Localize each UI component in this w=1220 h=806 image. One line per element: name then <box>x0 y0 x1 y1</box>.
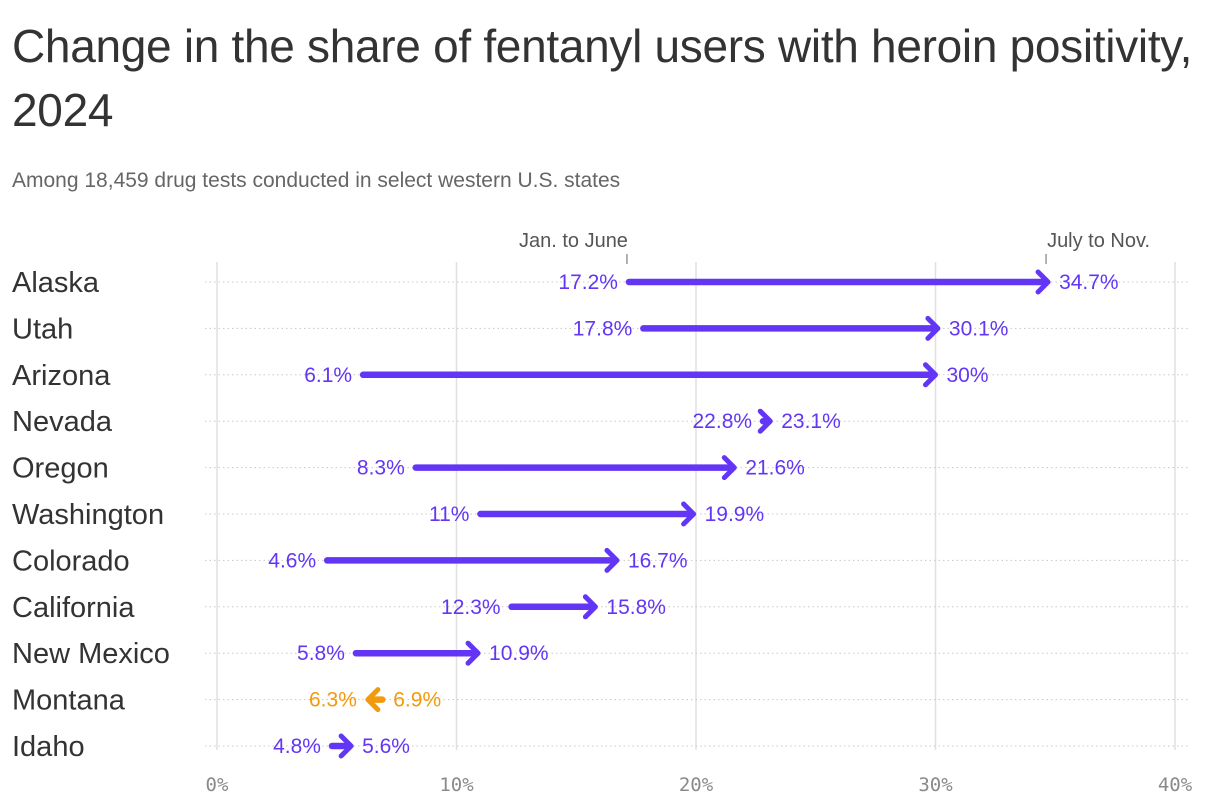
value-label-idaho-start: 4.8% <box>273 735 321 758</box>
state-label-montana: Montana <box>12 685 126 717</box>
arrowhead-nevada <box>757 408 773 434</box>
x-tick-label: 30% <box>918 774 953 796</box>
value-label-nevada-end: 23.1% <box>781 410 841 433</box>
arrows <box>323 269 1051 759</box>
arrow-montana <box>365 687 386 713</box>
state-labels: Alaska Utah Arizona Nevada Oregon Washington C… <box>12 267 170 763</box>
value-label-nevada-start: 22.8% <box>693 410 753 433</box>
arrowhead-alaska <box>1035 269 1051 295</box>
arrowhead-colorado <box>604 547 620 573</box>
value-label-washington-end: 19.9% <box>705 503 765 526</box>
value-label-alaska-end: 34.7% <box>1059 271 1119 294</box>
value-label-colorado-start: 4.6% <box>268 549 316 572</box>
arrowhead-idaho <box>338 733 354 759</box>
arrow-washington <box>477 501 697 527</box>
state-label-new-mexico: New Mexico <box>12 638 170 670</box>
state-label-oregon: Oregon <box>12 453 109 485</box>
period-labels: Jan. to June July to Nov. <box>519 230 1150 264</box>
state-label-california: California <box>12 592 135 624</box>
arrowhead-california <box>582 594 598 620</box>
grid-lines <box>216 262 1176 750</box>
x-tick-label: 20% <box>679 774 714 796</box>
value-label-montana-start: 6.9% <box>393 689 441 712</box>
x-tick-label: 10% <box>439 774 474 796</box>
value-label-alaska-start: 17.2% <box>558 271 618 294</box>
state-label-alaska: Alaska <box>12 267 100 299</box>
chart-title: Change in the share of fentanyl users wi… <box>12 20 1193 136</box>
arrowhead-arizona <box>923 362 938 388</box>
state-label-arizona: Arizona <box>12 360 111 392</box>
arrowhead-washington <box>681 501 697 527</box>
arrow-nevada <box>757 408 773 434</box>
value-label-idaho-end: 5.6% <box>362 735 410 758</box>
period-start-label: Jan. to June <box>519 230 628 252</box>
value-label-new-mexico-start: 5.8% <box>297 642 345 665</box>
chart-subtitle: Among 18,459 drug tests conducted in sel… <box>12 169 621 192</box>
arrowhead-new-mexico <box>465 640 481 666</box>
value-label-oregon-start: 8.3% <box>357 457 405 480</box>
arrow-arizona <box>359 362 938 388</box>
state-label-nevada: Nevada <box>12 406 113 438</box>
value-label-new-mexico-end: 10.9% <box>489 642 549 665</box>
value-label-utah-end: 30.1% <box>949 317 1009 340</box>
arrow-idaho <box>328 733 354 759</box>
value-label-utah-start: 17.8% <box>573 317 633 340</box>
arrowhead-utah <box>925 315 941 341</box>
x-axis-ticks: 0% 10% 20% 30% 40% <box>206 774 1193 796</box>
state-label-colorado: Colorado <box>12 545 130 577</box>
value-label-california-start: 12.3% <box>441 596 501 619</box>
period-end-label: July to Nov. <box>1047 230 1150 252</box>
x-tick-label: 0% <box>206 774 229 796</box>
value-label-colorado-end: 16.7% <box>628 549 688 572</box>
arrow-alaska <box>625 269 1051 295</box>
arrowhead-oregon <box>721 455 737 481</box>
value-label-washington-start: 11% <box>429 503 469 526</box>
value-label-montana-end: 6.3% <box>309 689 357 712</box>
arrow-california <box>508 594 598 620</box>
arrow-chart: Jan. to June July to Nov. 17.2% 34.7% 17.8%… <box>12 230 1193 796</box>
state-label-utah: Utah <box>12 313 73 345</box>
arrowhead-montana <box>365 687 381 713</box>
x-tick-label: 40% <box>1158 774 1193 796</box>
arrow-colorado <box>323 547 620 573</box>
value-labels: 17.2% 34.7% 17.8% 30.1% 6.1% 30% 22.8% 23.1% 8.3… <box>268 271 1118 758</box>
value-label-arizona-end: 30% <box>947 364 989 387</box>
arrow-new-mexico <box>352 640 481 666</box>
value-label-arizona-start: 6.1% <box>304 364 352 387</box>
state-label-idaho: Idaho <box>12 731 85 763</box>
value-label-oregon-end: 21.6% <box>745 457 805 480</box>
state-label-washington: Washington <box>12 499 164 531</box>
arrow-oregon <box>412 455 737 481</box>
value-label-california-end: 15.8% <box>606 596 666 619</box>
arrow-utah <box>640 315 941 341</box>
